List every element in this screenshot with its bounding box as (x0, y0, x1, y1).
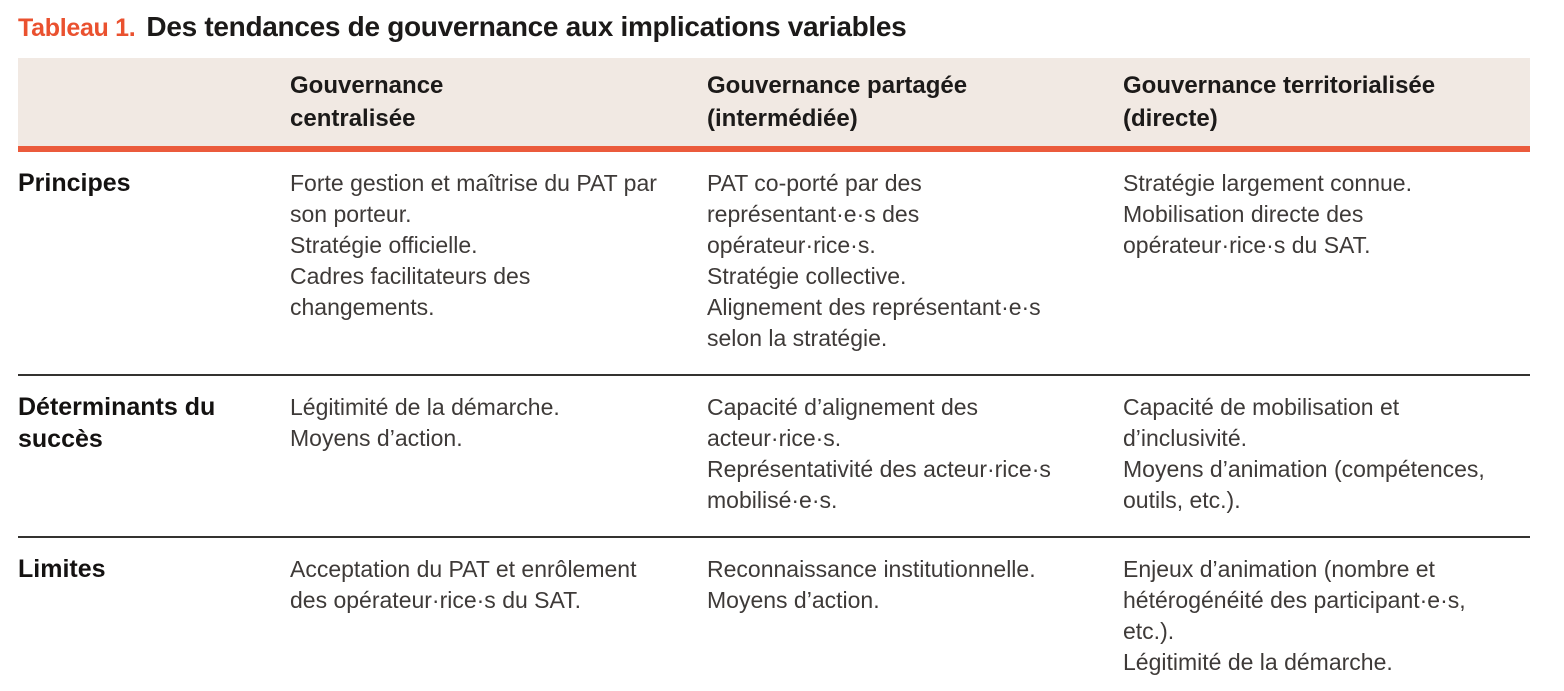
header-cell-empty (18, 58, 290, 146)
table-row-determinants: Déterminants du succès Légitimité de la … (18, 376, 1530, 538)
table-caption: Tableau 1. Des tendances de gouvernance a… (18, 10, 1530, 45)
cell-limites-centralisee: Acceptation du PAT et enrôlement des opé… (290, 556, 637, 613)
cell-limites-territorialisee: Enjeux d’animation (nombre et hétérogéné… (1123, 556, 1466, 675)
cell-principes-partagee: PAT co-porté par des représentant·e·s de… (707, 170, 1041, 351)
cell-determinants-territorialisee: Capacité de mobilisation et d’inclusivit… (1123, 394, 1485, 513)
header-cell-gouvernance-centralisee: Gouvernance centralisée (290, 72, 444, 132)
table-row-principes: Principes Forte gestion et maîtrise du P… (18, 152, 1530, 376)
cell-determinants-partagee: Capacité d’alignement des acteur·rice·s.… (707, 394, 1051, 513)
table-number-label: Tableau 1. (18, 14, 136, 42)
cell-limites-partagee: Reconnaissance institutionnelle. Moyens … (707, 556, 1036, 613)
row-label-limites: Limites (18, 555, 106, 583)
cell-determinants-centralisee: Légitimité de la démarche. Moyens d’acti… (290, 394, 560, 451)
header-cell-gouvernance-territorialisee: Gouvernance territorialisée (directe) (1123, 72, 1436, 132)
page-title: Des tendances de gouvernance aux implica… (146, 11, 907, 42)
table-row-limites: Limites Acceptation du PAT et enrôlement… (18, 538, 1530, 691)
header-cell-gouvernance-partagee: Gouvernance partagée (intermédiée) (707, 72, 968, 132)
table-header-row: Gouvernance centralisée Gouvernance part… (18, 58, 1530, 152)
cell-principes-territorialisee: Stratégie largement connue. Mobilisation… (1123, 170, 1412, 258)
table-figure: Tableau 1. Des tendances de gouvernance a… (18, 10, 1530, 691)
cell-principes-centralisee: Forte gestion et maîtrise du PAT par son… (290, 170, 657, 320)
row-label-principes: Principes (18, 169, 131, 197)
governance-table: Gouvernance centralisée Gouvernance part… (18, 58, 1530, 691)
row-label-determinants: Déterminants du succès (18, 393, 216, 453)
